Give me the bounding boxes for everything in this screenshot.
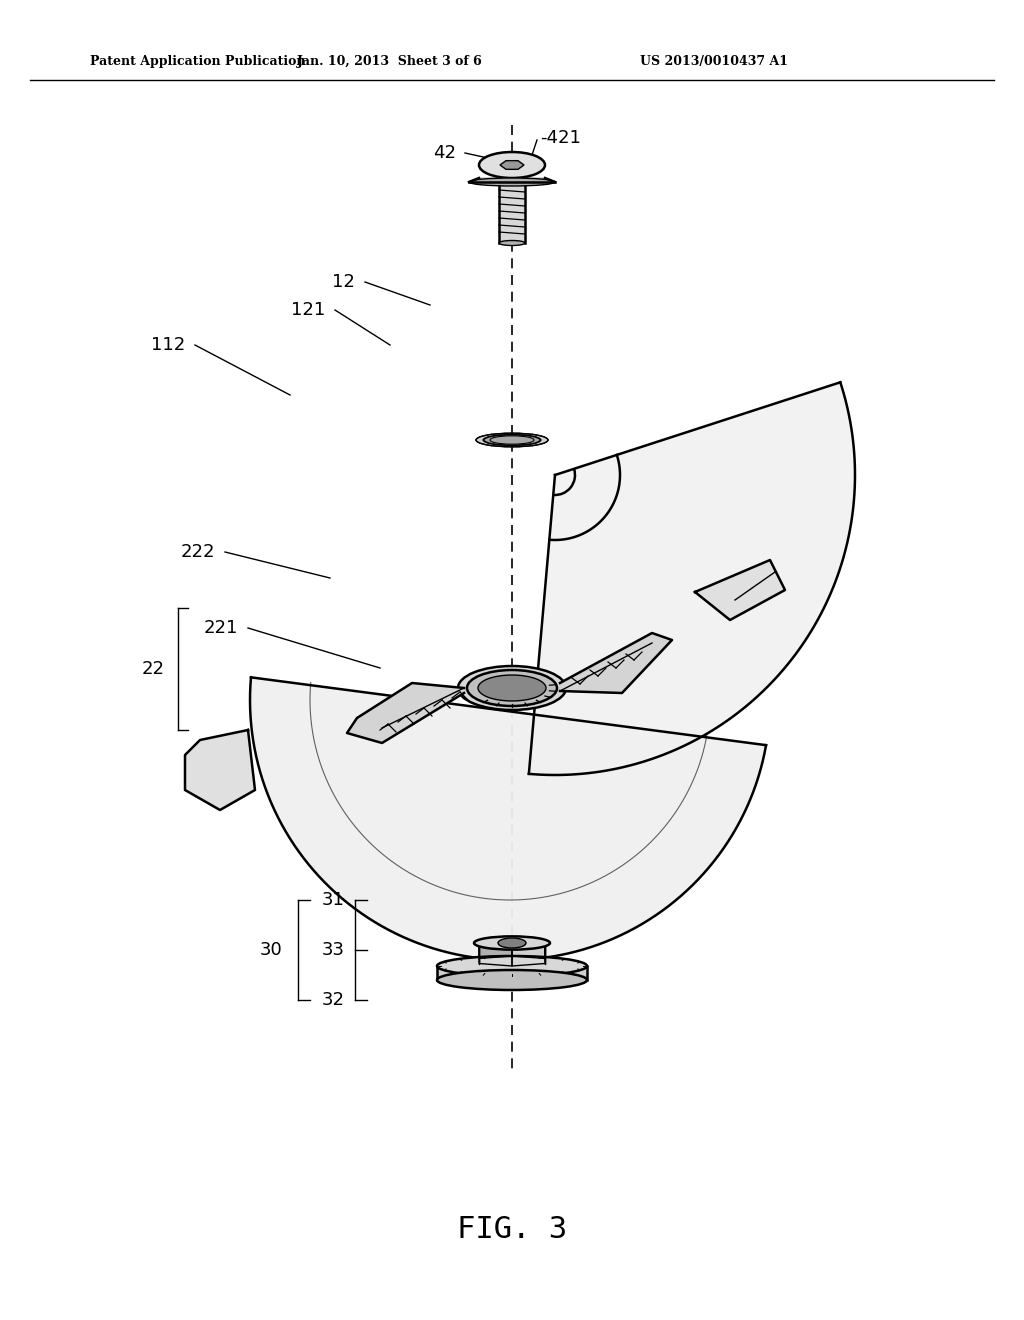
Ellipse shape [469, 178, 555, 186]
Polygon shape [499, 186, 525, 243]
Ellipse shape [474, 936, 550, 949]
Text: 33: 33 [322, 941, 345, 960]
Polygon shape [528, 383, 855, 775]
Ellipse shape [478, 675, 546, 701]
Text: -421: -421 [540, 129, 581, 147]
Polygon shape [500, 161, 524, 169]
Polygon shape [512, 945, 545, 966]
Ellipse shape [499, 240, 525, 246]
Text: 112: 112 [151, 337, 185, 354]
Ellipse shape [467, 671, 557, 706]
Text: 31: 31 [323, 891, 345, 909]
Text: 222: 222 [180, 543, 215, 561]
Polygon shape [695, 560, 785, 620]
Ellipse shape [458, 667, 566, 710]
Polygon shape [479, 945, 512, 966]
Text: Jan. 10, 2013  Sheet 3 of 6: Jan. 10, 2013 Sheet 3 of 6 [297, 55, 483, 69]
Polygon shape [185, 730, 255, 810]
Text: 12: 12 [332, 273, 355, 290]
Text: 221: 221 [204, 619, 238, 638]
Polygon shape [479, 939, 512, 958]
Text: 121: 121 [291, 301, 325, 319]
Text: 30: 30 [259, 941, 282, 960]
Polygon shape [250, 677, 766, 960]
Text: 32: 32 [322, 991, 345, 1008]
Text: US 2013/0010437 A1: US 2013/0010437 A1 [640, 55, 788, 69]
Polygon shape [560, 634, 672, 693]
Ellipse shape [437, 956, 587, 975]
Polygon shape [347, 682, 464, 743]
Polygon shape [469, 178, 555, 182]
Text: 22: 22 [142, 660, 165, 678]
Ellipse shape [437, 970, 587, 990]
Ellipse shape [479, 152, 545, 178]
Text: Patent Application Publication: Patent Application Publication [90, 55, 305, 69]
Polygon shape [437, 966, 587, 979]
Text: FIG. 3: FIG. 3 [457, 1216, 567, 1245]
Polygon shape [479, 939, 545, 948]
Ellipse shape [498, 939, 526, 948]
Ellipse shape [476, 433, 548, 447]
Ellipse shape [484, 434, 540, 445]
Text: 42: 42 [433, 144, 457, 162]
Polygon shape [512, 939, 545, 958]
